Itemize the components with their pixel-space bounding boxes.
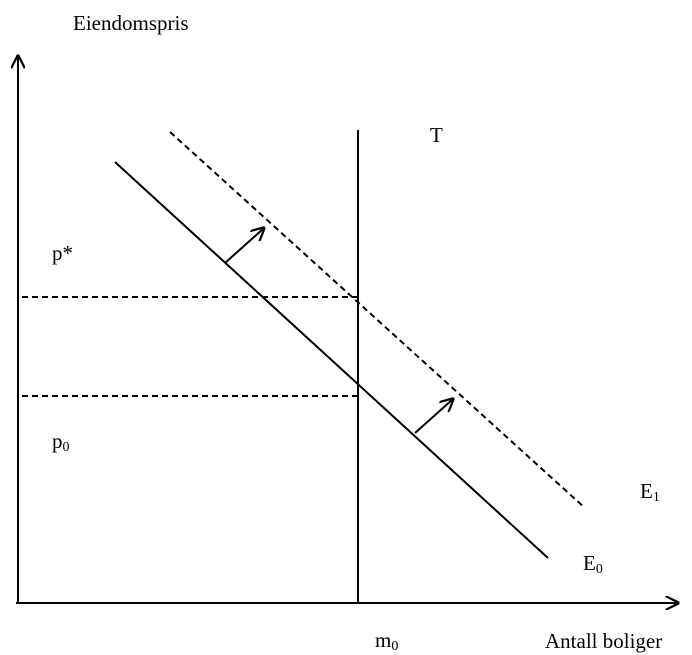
supply-label: T xyxy=(430,123,443,147)
label-sub: 0 xyxy=(596,562,603,577)
label-sub: 1 xyxy=(653,490,660,505)
price-label: p0 xyxy=(52,429,70,455)
y-axis-label: Eiendomspris xyxy=(73,11,189,35)
demand-e0 xyxy=(114,161,549,559)
label-base: m xyxy=(375,628,391,652)
curve-label: E0 xyxy=(583,551,603,577)
label-sub: 0 xyxy=(391,639,398,654)
price-label: p* xyxy=(52,241,73,265)
curve-label: E1 xyxy=(640,479,660,505)
label-base: p xyxy=(52,429,63,453)
demand-e1 xyxy=(169,131,586,509)
quantity-label: m0 xyxy=(375,628,398,654)
shift-arrow xyxy=(224,228,264,264)
label-base: E xyxy=(583,551,596,575)
shift-arrow xyxy=(414,399,453,434)
x-axis-label: Antall boliger xyxy=(545,629,662,653)
label-base: E xyxy=(640,479,653,503)
label-sub: 0 xyxy=(63,440,70,455)
